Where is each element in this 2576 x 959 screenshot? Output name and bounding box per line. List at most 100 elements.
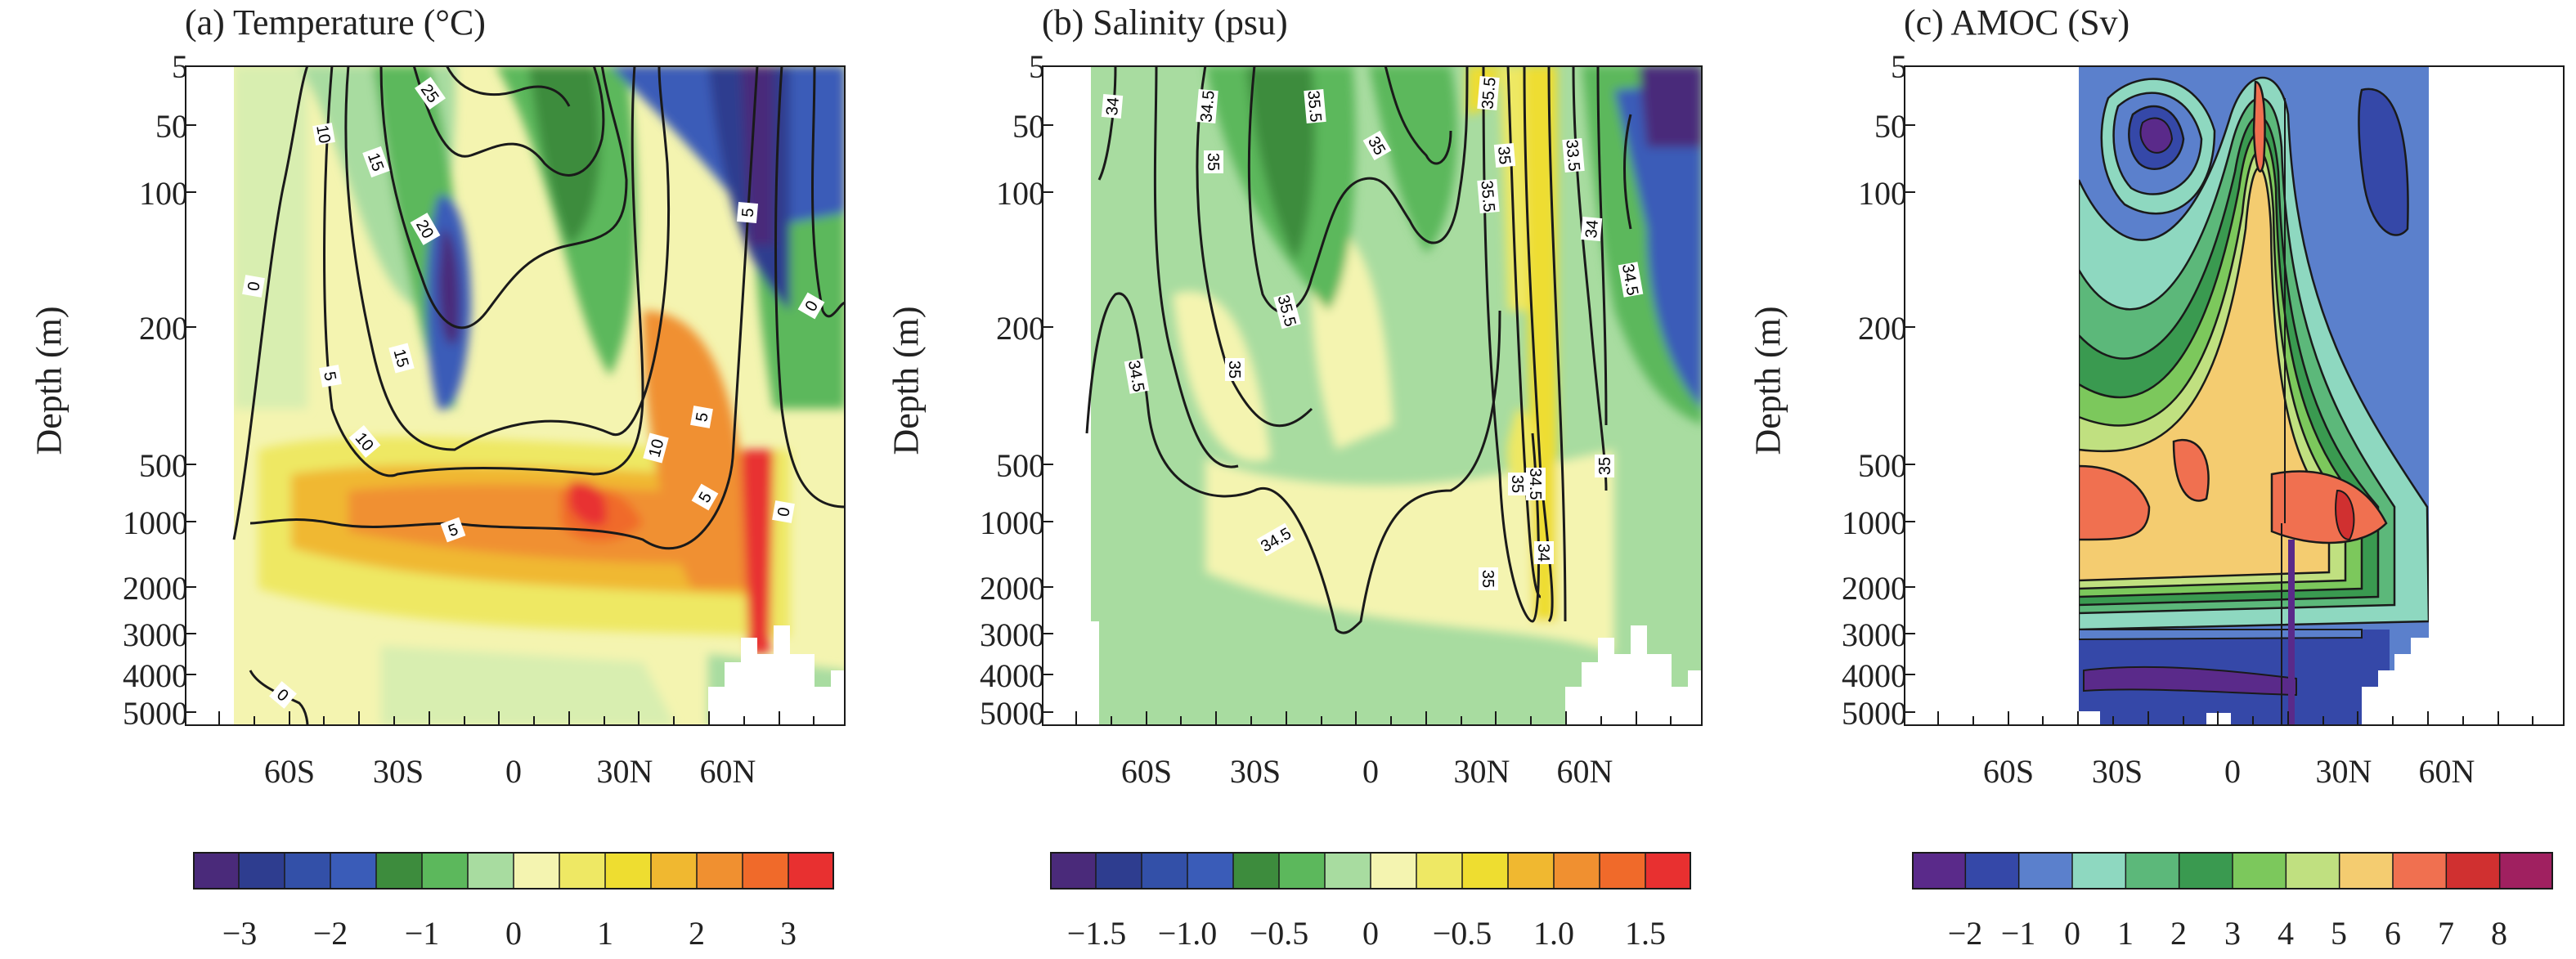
anomaly-region xyxy=(643,311,749,589)
contour-label: 35 xyxy=(1204,150,1223,173)
y-tick: 5 xyxy=(1029,48,1045,85)
contour-line xyxy=(1196,65,1313,428)
colorbar-swatch xyxy=(1187,852,1234,890)
plot-frame xyxy=(185,65,846,726)
colorbar-swatch xyxy=(1050,852,1097,890)
y-tick: 2000 xyxy=(123,570,188,607)
seafloor-mask xyxy=(2362,638,2429,726)
colorbar-swatch xyxy=(2125,852,2180,890)
svg-text:35: 35 xyxy=(1596,457,1614,475)
contour-label: 35 xyxy=(1479,567,1498,590)
seafloor-mask xyxy=(2079,711,2100,726)
colorbar-swatch xyxy=(697,852,743,890)
anomaly-region xyxy=(438,229,460,345)
colorbar-swatch xyxy=(2018,852,2073,890)
svg-text:34.5: 34.5 xyxy=(1197,90,1218,123)
panel-b-title: (b) Salinity (psu) xyxy=(1042,2,1288,43)
colorbar-tick: 2 xyxy=(689,915,705,952)
svg-text:35: 35 xyxy=(1225,361,1243,379)
contour-line xyxy=(323,65,644,477)
y-tick: 5 xyxy=(1891,48,1907,85)
y-tick: 500 xyxy=(996,447,1045,484)
contour-label: 34.5 xyxy=(1196,89,1218,123)
colorbar-tick: 0 xyxy=(2064,915,2080,952)
x-tick: 0 xyxy=(505,753,522,790)
anomaly-region xyxy=(1173,291,1271,462)
colorbar-tick: 4 xyxy=(2278,915,2294,952)
y-tick: 5000 xyxy=(1842,695,1907,732)
y-tick: 50 xyxy=(1012,108,1045,145)
contour-label: 0 xyxy=(772,500,795,523)
amoc-band xyxy=(2077,464,2151,541)
colorbar-swatch xyxy=(1912,852,1966,890)
x-tick: 30S xyxy=(1229,753,1281,790)
panel-a-plot: 25 20 15 10 5 0 0 5 10 15 5 10 5 0 5 0 xyxy=(185,65,846,726)
y-tick: 1000 xyxy=(123,504,188,541)
colorbar-swatch xyxy=(422,852,469,890)
colorbar-swatch xyxy=(239,852,285,890)
contour-label: 10 xyxy=(643,432,669,464)
x-ticks xyxy=(1075,711,1672,726)
svg-text:5: 5 xyxy=(320,370,339,383)
y-tick: 200 xyxy=(996,310,1045,347)
amoc-band xyxy=(2083,665,2297,697)
y-tick: 3000 xyxy=(980,616,1045,653)
seafloor-mask xyxy=(1565,625,1703,726)
colorbar-swatch xyxy=(2393,852,2447,890)
colorbar-swatch xyxy=(1600,852,1646,890)
contour-line xyxy=(249,670,309,726)
colorbar-swatch xyxy=(605,852,652,890)
y-tick: 1000 xyxy=(1842,504,1907,541)
y-tick: 3000 xyxy=(123,616,188,653)
colorbar-swatch xyxy=(2339,852,2394,890)
x-tick: 0 xyxy=(1362,753,1379,790)
contour-line xyxy=(811,65,846,318)
anomaly-region xyxy=(1369,65,1458,253)
colorbar-tick: 0 xyxy=(1362,915,1379,952)
svg-text:33.5: 33.5 xyxy=(1562,139,1582,173)
contour-line xyxy=(1523,65,1554,623)
y-tick: 200 xyxy=(139,310,188,347)
contour-line xyxy=(412,65,605,177)
amoc-band xyxy=(2335,489,2355,541)
colorbar-swatch xyxy=(468,852,514,890)
colorbar-tick: −2 xyxy=(1947,915,1983,952)
x-tick: 60S xyxy=(263,753,316,790)
svg-text:35: 35 xyxy=(1204,153,1222,171)
colorbar-tick: 3 xyxy=(780,915,797,952)
svg-text:35.5: 35.5 xyxy=(1477,180,1497,213)
colorbar-swatch xyxy=(1965,852,2020,890)
y-tick: 500 xyxy=(1858,447,1907,484)
svg-text:34.5: 34.5 xyxy=(1526,468,1544,500)
contour-label: 34.5 xyxy=(1526,468,1546,500)
colorbar-tick: 3 xyxy=(2224,915,2241,952)
y-tick: 100 xyxy=(1858,175,1907,212)
panel-c-colorbar xyxy=(1912,852,2553,890)
colorbar-swatch xyxy=(651,852,698,890)
colorbar-swatch xyxy=(2233,852,2287,890)
contour-line xyxy=(232,65,309,540)
amoc-band xyxy=(2270,470,2388,544)
panel-a-title: (a) Temperature (°C) xyxy=(185,2,486,43)
panel-c-title: (c) AMOC (Sv) xyxy=(1904,2,2130,43)
colorbar-swatch xyxy=(1645,852,1691,890)
contour-label: 5 xyxy=(440,517,466,543)
anomaly-region xyxy=(1205,450,1614,654)
colorbar-tick: −1 xyxy=(404,915,440,952)
y-tick: 4000 xyxy=(980,657,1045,694)
colorbar-swatch xyxy=(1325,852,1371,890)
panel-c-ylabel: Depth (m) xyxy=(1748,306,1788,455)
svg-text:10: 10 xyxy=(312,123,334,145)
x-tick: 60S xyxy=(1120,753,1173,790)
panel-b-plot: 34 34.5 35.5 35 35 35.5 35.5 35 35.5 33.… xyxy=(1042,65,1703,726)
colorbar-swatch xyxy=(2072,852,2126,890)
colorbar-swatch xyxy=(1508,852,1555,890)
colorbar-tick: 8 xyxy=(2491,915,2507,952)
plot-frame xyxy=(1042,65,1703,726)
plot-frame xyxy=(1904,65,2565,726)
colorbar-swatch xyxy=(1233,852,1280,890)
contour-label: 35.5 xyxy=(1477,179,1500,213)
svg-text:5: 5 xyxy=(693,411,712,423)
x-tick: 30N xyxy=(1453,753,1510,790)
contour-line xyxy=(1247,65,1469,314)
